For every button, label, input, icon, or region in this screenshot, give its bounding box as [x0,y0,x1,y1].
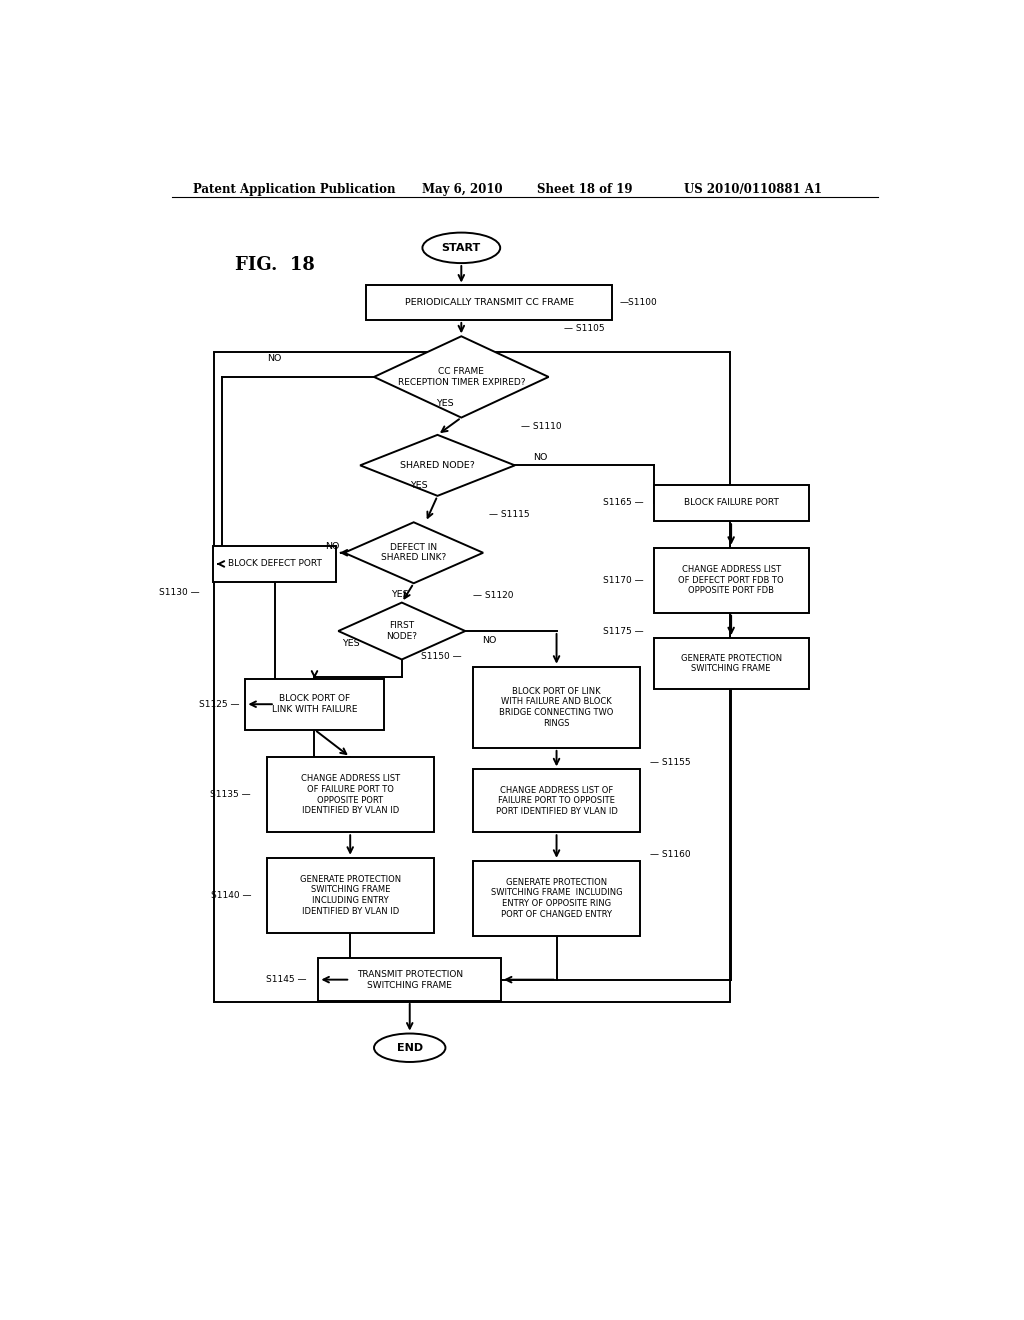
Text: — S1160: — S1160 [650,850,691,859]
Text: Sheet 18 of 19: Sheet 18 of 19 [537,183,632,195]
Text: GENERATE PROTECTION
SWITCHING FRAME
INCLUDING ENTRY
IDENTIFIED BY VLAN ID: GENERATE PROTECTION SWITCHING FRAME INCL… [300,875,400,916]
Text: S1150 —: S1150 — [421,652,462,661]
FancyBboxPatch shape [318,958,501,1001]
Text: CHANGE ADDRESS LIST
OF DEFECT PORT FDB TO
OPPOSITE PORT FDB: CHANGE ADDRESS LIST OF DEFECT PORT FDB T… [678,565,784,595]
Text: US 2010/0110881 A1: US 2010/0110881 A1 [684,183,821,195]
Text: BLOCK DEFECT PORT: BLOCK DEFECT PORT [228,560,322,569]
Text: NO: NO [532,453,547,462]
Text: FIG.  18: FIG. 18 [236,256,315,275]
Text: CC FRAME
RECEPTION TIMER EXPIRED?: CC FRAME RECEPTION TIMER EXPIRED? [397,367,525,387]
Text: S1145 —: S1145 — [266,975,306,985]
Text: NO: NO [482,636,497,644]
Polygon shape [360,434,515,496]
Text: PERIODICALLY TRANSMIT CC FRAME: PERIODICALLY TRANSMIT CC FRAME [404,298,573,308]
Text: S1175 —: S1175 — [603,627,644,635]
Text: YES: YES [436,399,454,408]
Text: S1165 —: S1165 — [603,499,644,507]
Text: S1140 —: S1140 — [211,891,251,900]
Text: FIRST
NODE?: FIRST NODE? [386,622,418,640]
Text: — S1105: — S1105 [564,323,605,333]
Text: — S1110: — S1110 [521,422,561,432]
Text: YES: YES [391,590,410,599]
Ellipse shape [423,232,500,263]
Text: GENERATE PROTECTION
SWITCHING FRAME: GENERATE PROTECTION SWITCHING FRAME [681,653,781,673]
Text: CHANGE ADDRESS LIST OF
FAILURE PORT TO OPPOSITE
PORT IDENTIFIED BY VLAN ID: CHANGE ADDRESS LIST OF FAILURE PORT TO O… [496,785,617,816]
Text: NO: NO [325,543,339,552]
Text: SHARED NODE?: SHARED NODE? [400,461,475,470]
Text: GENERATE PROTECTION
SWITCHING FRAME  INCLUDING
ENTRY OF OPPOSITE RING
PORT OF CH: GENERATE PROTECTION SWITCHING FRAME INCL… [490,878,623,919]
Text: NO: NO [267,354,282,363]
Text: START: START [441,243,481,253]
Text: S1125 —: S1125 — [199,700,239,709]
Text: BLOCK PORT OF
LINK WITH FAILURE: BLOCK PORT OF LINK WITH FAILURE [271,694,357,714]
FancyBboxPatch shape [267,858,433,933]
Text: YES: YES [342,639,359,648]
Text: BLOCK FAILURE PORT: BLOCK FAILURE PORT [684,499,778,507]
FancyBboxPatch shape [267,758,433,833]
Polygon shape [344,523,483,583]
FancyBboxPatch shape [473,861,640,936]
Text: — S1115: — S1115 [489,510,529,519]
Text: TRANSMIT PROTECTION
SWITCHING FRAME: TRANSMIT PROTECTION SWITCHING FRAME [356,970,463,990]
Text: CHANGE ADDRESS LIST
OF FAILURE PORT TO
OPPOSITE PORT
IDENTIFIED BY VLAN ID: CHANGE ADDRESS LIST OF FAILURE PORT TO O… [301,774,399,816]
FancyBboxPatch shape [473,667,640,748]
Text: S1170 —: S1170 — [603,576,644,585]
Text: END: END [396,1043,423,1053]
Text: — S1155: — S1155 [650,758,691,767]
Text: —S1100: —S1100 [620,298,657,308]
FancyBboxPatch shape [245,678,384,730]
Text: BLOCK PORT OF LINK
WITH FAILURE AND BLOCK
BRIDGE CONNECTING TWO
RINGS: BLOCK PORT OF LINK WITH FAILURE AND BLOC… [500,686,613,727]
FancyBboxPatch shape [213,545,336,582]
Polygon shape [374,337,549,417]
Polygon shape [338,602,465,660]
Ellipse shape [374,1034,445,1063]
Text: Patent Application Publication: Patent Application Publication [194,183,395,195]
Text: May 6, 2010: May 6, 2010 [422,183,502,195]
FancyBboxPatch shape [653,548,809,612]
FancyBboxPatch shape [473,770,640,833]
FancyBboxPatch shape [653,484,809,521]
Text: YES: YES [411,482,428,490]
FancyBboxPatch shape [653,638,809,689]
Text: — S1120: — S1120 [473,591,514,601]
FancyBboxPatch shape [367,285,612,319]
Text: DEFECT IN
SHARED LINK?: DEFECT IN SHARED LINK? [381,543,446,562]
Text: S1135 —: S1135 — [210,791,251,799]
Text: S1130 —: S1130 — [159,587,200,597]
